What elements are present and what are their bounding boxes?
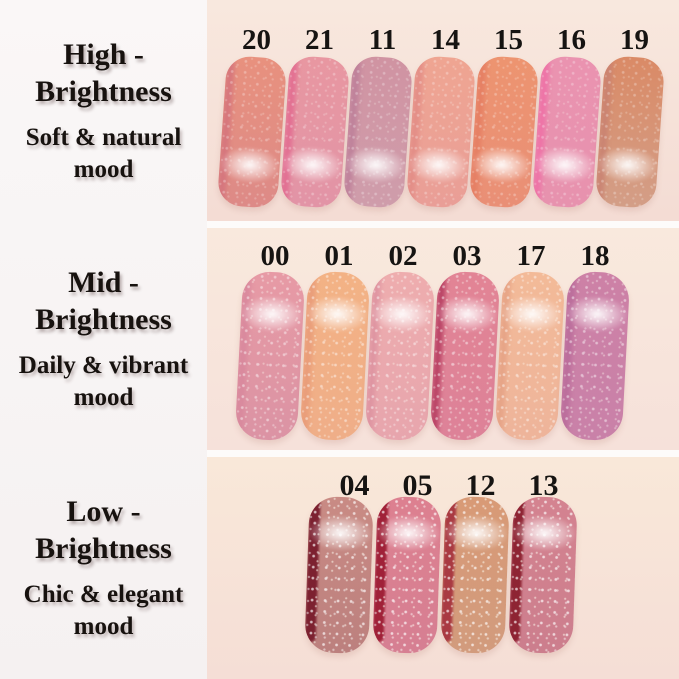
photo-high-brightness: 20 21 11 14 15 16 19 xyxy=(207,0,679,221)
label-panel: High - Brightness Soft & natural mood Mi… xyxy=(0,0,207,679)
swatch-gloss-highlight xyxy=(344,144,407,185)
swatch-12 xyxy=(440,495,510,655)
swatch-number-19: 19 xyxy=(620,24,649,56)
subtitle-line-1: Soft & natural xyxy=(25,123,182,151)
section-subtitle-low: Chic & elegant mood xyxy=(24,579,184,643)
subtitle-line-2: mood xyxy=(73,613,134,640)
title-line-1: Mid - xyxy=(68,266,139,299)
swatch-gloss-highlight xyxy=(511,513,578,553)
section-subtitle-mid: Daily & vibrant mood xyxy=(19,350,188,414)
swatch-21 xyxy=(279,55,351,209)
swatch-number-00: 00 xyxy=(260,240,290,272)
title-line-2: Brightness xyxy=(35,303,172,336)
swatch-00 xyxy=(234,270,306,442)
swatch-gloss-highlight xyxy=(533,144,596,185)
swatch-sparkle-texture xyxy=(594,55,666,209)
swatch-row-high xyxy=(216,55,666,209)
swatch-number-13: 13 xyxy=(528,469,559,502)
title-line-2: Brightness xyxy=(35,532,172,565)
swatch-03 xyxy=(429,270,501,442)
swatch-sparkle-texture xyxy=(531,55,603,209)
section-label-mid-brightness: Mid - Brightness Daily & vibrant mood xyxy=(0,228,207,450)
subtitle-line-1: Daily & vibrant xyxy=(18,352,189,379)
swatch-20 xyxy=(216,55,288,209)
swatch-number-18: 18 xyxy=(580,240,610,272)
swatch-number-17: 17 xyxy=(516,240,546,272)
subtitle-line-2: mood xyxy=(73,155,134,183)
swatch-number-12: 12 xyxy=(465,469,496,502)
swatch-gloss-highlight xyxy=(407,144,470,185)
swatch-gloss-highlight xyxy=(565,294,630,334)
swatch-numbers-mid: 00 01 02 03 17 18 xyxy=(243,240,627,273)
swatch-11 xyxy=(342,55,414,209)
swatch-number-20: 20 xyxy=(242,24,271,56)
swatch-number-03: 03 xyxy=(452,240,482,272)
swatch-gloss-highlight xyxy=(596,144,659,185)
swatch-number-16: 16 xyxy=(557,24,586,56)
swatch-number-02: 02 xyxy=(388,240,418,272)
swatch-gloss-highlight xyxy=(470,144,533,185)
swatch-14 xyxy=(405,55,477,209)
swatch-02 xyxy=(364,270,436,442)
swatch-15 xyxy=(468,55,540,209)
section-subtitle-high: Soft & natural mood xyxy=(26,122,182,186)
section-label-high-brightness: High - Brightness Soft & natural mood xyxy=(0,0,207,221)
swatch-17 xyxy=(494,270,566,442)
section-title-mid: Mid - Brightness xyxy=(35,264,172,338)
swatch-numbers-low: 04 05 12 13 xyxy=(323,469,575,503)
swatch-row-mid xyxy=(234,270,631,442)
swatch-sparkle-texture xyxy=(279,55,351,209)
photo-low-brightness: 04 05 12 13 xyxy=(207,457,679,679)
section-title-low: Low - Brightness xyxy=(35,493,172,567)
swatch-number-04: 04 xyxy=(339,469,370,502)
swatch-gloss-highlight xyxy=(370,294,435,334)
subtitle-line-2: mood xyxy=(73,384,134,411)
swatch-16 xyxy=(531,55,603,209)
section-title-high: High - Brightness xyxy=(35,36,172,110)
swatch-number-11: 11 xyxy=(368,24,397,56)
swatch-sparkle-texture xyxy=(405,55,477,209)
swatch-sparkle-texture xyxy=(216,55,288,209)
swatch-19 xyxy=(594,55,666,209)
swatch-gloss-highlight xyxy=(500,294,565,334)
swatch-gloss-highlight xyxy=(443,513,510,553)
subtitle-line-1: Chic & elegant xyxy=(23,581,184,608)
title-line-1: High - xyxy=(63,37,144,71)
swatch-sparkle-texture xyxy=(342,55,414,209)
swatch-gloss-highlight xyxy=(218,144,281,185)
swatch-number-21: 21 xyxy=(305,24,334,56)
swatch-number-01: 01 xyxy=(324,240,354,272)
swatch-gloss-highlight xyxy=(281,144,344,185)
title-line-1: Low - xyxy=(66,495,141,528)
swatch-05 xyxy=(372,495,442,655)
swatch-04 xyxy=(304,495,374,655)
swatch-18 xyxy=(559,270,631,442)
swatch-gloss-highlight xyxy=(375,513,442,553)
swatch-numbers-high: 20 21 11 14 15 16 19 xyxy=(225,24,666,57)
swatch-sparkle-texture xyxy=(468,55,540,209)
section-label-low-brightness: Low - Brightness Chic & elegant mood xyxy=(0,457,207,679)
photo-mid-brightness: 00 01 02 03 17 18 xyxy=(207,228,679,450)
swatch-gloss-highlight xyxy=(305,294,370,334)
title-line-2: Brightness xyxy=(35,74,172,108)
swatch-number-05: 05 xyxy=(402,469,433,502)
swatch-gloss-highlight xyxy=(307,513,374,553)
swatch-13 xyxy=(508,495,578,655)
swatch-gloss-highlight xyxy=(435,294,500,334)
swatch-gloss-highlight xyxy=(240,294,305,334)
swatch-row-low xyxy=(304,495,578,655)
swatch-01 xyxy=(299,270,371,442)
swatch-number-15: 15 xyxy=(494,24,523,56)
swatch-number-14: 14 xyxy=(431,24,460,56)
